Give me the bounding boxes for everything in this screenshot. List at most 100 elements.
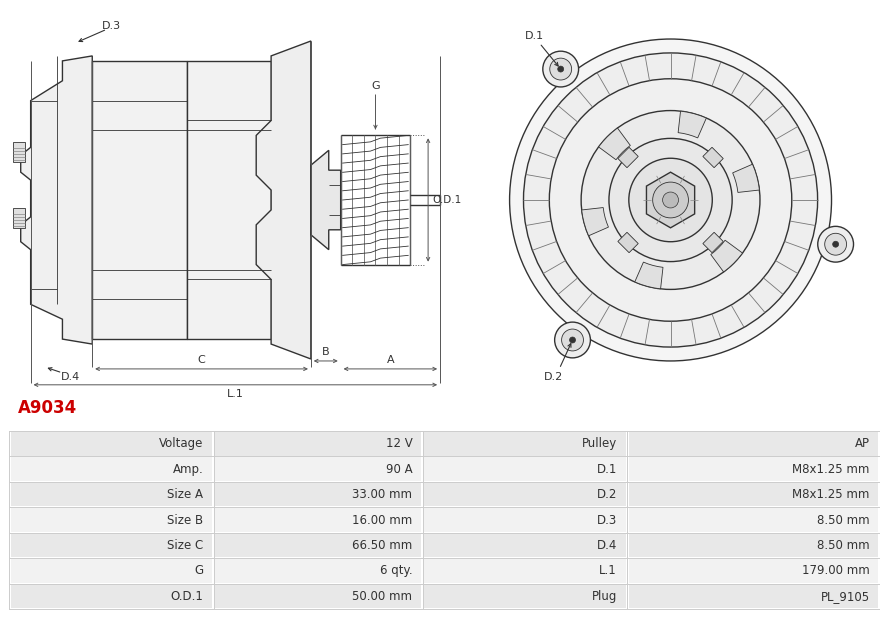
Bar bbox=[12, 208, 25, 228]
Bar bbox=[92, 61, 187, 339]
Text: AP: AP bbox=[854, 437, 869, 450]
Text: B: B bbox=[322, 347, 330, 357]
Polygon shape bbox=[618, 232, 638, 253]
Polygon shape bbox=[20, 56, 92, 344]
Circle shape bbox=[555, 322, 590, 358]
Text: Voltage: Voltage bbox=[159, 437, 204, 450]
Bar bbox=[12, 143, 25, 162]
Text: M8x1.25 mm: M8x1.25 mm bbox=[792, 488, 869, 501]
Text: Size B: Size B bbox=[167, 513, 204, 526]
Text: Plug: Plug bbox=[591, 590, 617, 603]
Circle shape bbox=[509, 39, 831, 361]
Circle shape bbox=[818, 226, 853, 262]
Text: PL_9105: PL_9105 bbox=[821, 590, 869, 603]
Circle shape bbox=[629, 158, 712, 242]
Bar bbox=[11, 559, 212, 583]
Text: Size C: Size C bbox=[167, 539, 204, 552]
Bar bbox=[215, 584, 421, 608]
Polygon shape bbox=[311, 150, 340, 250]
Circle shape bbox=[549, 58, 572, 80]
Polygon shape bbox=[581, 207, 608, 235]
Text: 179.00 mm: 179.00 mm bbox=[802, 564, 869, 578]
Circle shape bbox=[825, 233, 846, 255]
Text: L.1: L.1 bbox=[599, 564, 617, 578]
Text: Amp.: Amp. bbox=[172, 463, 204, 475]
Bar bbox=[424, 432, 626, 455]
Text: Pulley: Pulley bbox=[581, 437, 617, 450]
Circle shape bbox=[653, 182, 688, 218]
Bar bbox=[424, 534, 626, 558]
Text: 6 qty.: 6 qty. bbox=[380, 564, 412, 578]
Text: G: G bbox=[371, 81, 380, 91]
Circle shape bbox=[570, 337, 575, 343]
Circle shape bbox=[662, 192, 678, 208]
Text: 33.00 mm: 33.00 mm bbox=[352, 488, 412, 501]
Bar bbox=[629, 432, 878, 455]
Circle shape bbox=[557, 66, 564, 72]
Text: A: A bbox=[387, 355, 394, 365]
Text: 12 V: 12 V bbox=[386, 437, 412, 450]
Text: D.4: D.4 bbox=[597, 539, 617, 552]
Bar bbox=[424, 457, 626, 481]
Bar bbox=[11, 483, 212, 506]
Circle shape bbox=[549, 78, 792, 321]
Circle shape bbox=[609, 138, 733, 262]
Text: D.2: D.2 bbox=[597, 488, 617, 501]
Text: C: C bbox=[197, 355, 205, 365]
Bar bbox=[215, 559, 421, 583]
Text: G: G bbox=[194, 564, 204, 578]
Bar bbox=[424, 508, 626, 532]
Bar bbox=[215, 432, 421, 455]
Bar bbox=[11, 534, 212, 558]
Polygon shape bbox=[256, 41, 311, 359]
Bar bbox=[11, 584, 212, 608]
Polygon shape bbox=[703, 232, 724, 253]
Bar bbox=[215, 483, 421, 506]
Circle shape bbox=[562, 329, 583, 351]
Bar bbox=[424, 584, 626, 608]
Text: Size A: Size A bbox=[167, 488, 204, 501]
Text: O.D.1: O.D.1 bbox=[171, 590, 204, 603]
Text: D.3: D.3 bbox=[102, 21, 121, 31]
Polygon shape bbox=[598, 128, 630, 159]
Text: M8x1.25 mm: M8x1.25 mm bbox=[792, 463, 869, 475]
Bar bbox=[11, 432, 212, 455]
Bar bbox=[629, 559, 878, 583]
Text: 16.00 mm: 16.00 mm bbox=[352, 513, 412, 526]
Text: D.2: D.2 bbox=[544, 372, 564, 382]
Text: L.1: L.1 bbox=[227, 389, 244, 399]
Bar bbox=[629, 508, 878, 532]
Bar bbox=[629, 534, 878, 558]
Text: A9034: A9034 bbox=[18, 399, 76, 417]
Polygon shape bbox=[733, 164, 759, 193]
Circle shape bbox=[524, 53, 818, 347]
Polygon shape bbox=[703, 147, 724, 168]
Text: D.3: D.3 bbox=[597, 513, 617, 526]
Bar bbox=[629, 483, 878, 506]
Text: D.4: D.4 bbox=[60, 372, 80, 382]
Text: 90 A: 90 A bbox=[386, 463, 412, 475]
Polygon shape bbox=[646, 172, 694, 228]
Bar bbox=[215, 457, 421, 481]
Text: 8.50 mm: 8.50 mm bbox=[817, 513, 869, 526]
Bar bbox=[215, 508, 421, 532]
Bar bbox=[187, 61, 271, 339]
Text: O.D.1: O.D.1 bbox=[432, 195, 461, 205]
Text: 66.50 mm: 66.50 mm bbox=[352, 539, 412, 552]
Text: 50.00 mm: 50.00 mm bbox=[352, 590, 412, 603]
Polygon shape bbox=[711, 240, 742, 272]
Text: 8.50 mm: 8.50 mm bbox=[817, 539, 869, 552]
Text: D.1: D.1 bbox=[597, 463, 617, 475]
Bar bbox=[11, 457, 212, 481]
Polygon shape bbox=[618, 147, 638, 168]
Bar bbox=[424, 483, 626, 506]
Bar bbox=[11, 508, 212, 532]
Polygon shape bbox=[635, 262, 663, 289]
Polygon shape bbox=[678, 111, 707, 138]
Circle shape bbox=[543, 51, 579, 87]
Circle shape bbox=[581, 110, 760, 290]
Bar bbox=[629, 584, 878, 608]
Bar bbox=[629, 457, 878, 481]
Text: D.1: D.1 bbox=[525, 31, 543, 41]
Bar bbox=[424, 559, 626, 583]
